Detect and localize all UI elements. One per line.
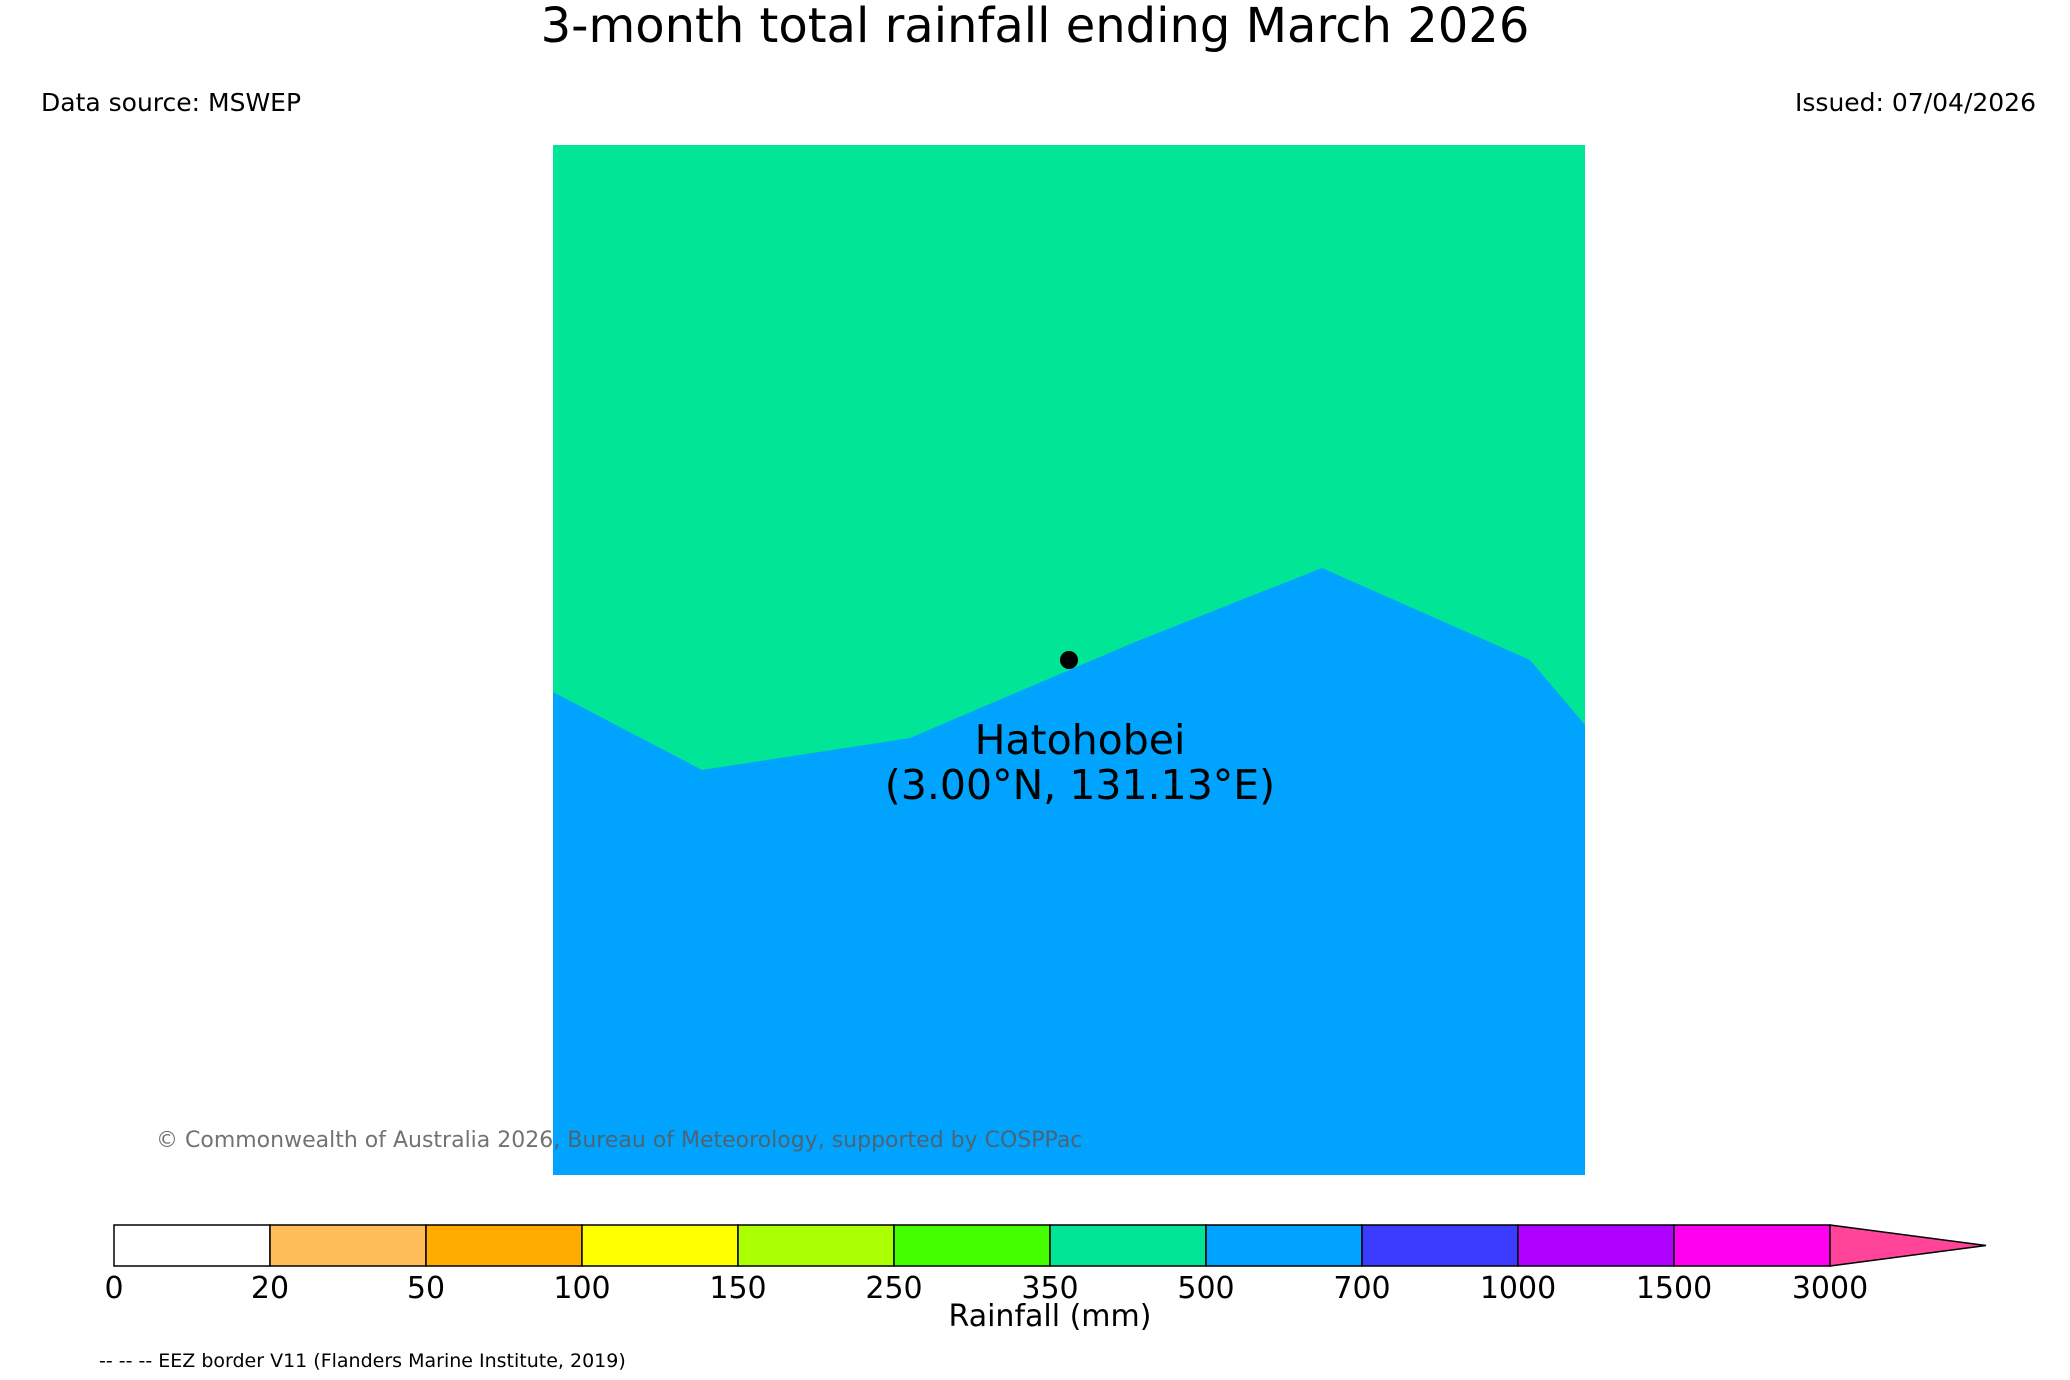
copyright-notice: © Commonwealth of Australia 2026, Bureau… bbox=[156, 1128, 1083, 1153]
eez-border-note: -- -- -- EEZ border V11 (Flanders Marine… bbox=[99, 1350, 626, 1372]
colorbar-segment bbox=[1205, 1224, 1363, 1267]
colorbar-segment bbox=[425, 1224, 583, 1267]
colorbar-tick-label: 0 bbox=[104, 1271, 124, 1306]
colorbar-tick-label: 50 bbox=[406, 1271, 446, 1306]
colorbar-tick-label: 250 bbox=[865, 1271, 923, 1306]
issued-date-label: Issued: 07/04/2026 bbox=[1795, 88, 2036, 117]
colorbar-segment bbox=[1517, 1224, 1675, 1267]
map-title: 3-month total rainfall ending March 2026 bbox=[540, 0, 1530, 54]
colorbar-tick-label: 20 bbox=[250, 1271, 290, 1306]
colorbar-segment bbox=[893, 1224, 1051, 1267]
colorbar-tick-label: 500 bbox=[1177, 1271, 1235, 1306]
colorbar-tick-label: 1500 bbox=[1635, 1271, 1713, 1306]
colorbar-segment bbox=[113, 1224, 271, 1267]
colorbar-extend-arrow bbox=[1829, 1224, 1987, 1267]
colorbar bbox=[113, 1224, 1987, 1267]
colorbar-segment bbox=[1049, 1224, 1207, 1267]
map-panel bbox=[553, 145, 1585, 1175]
location-dot-icon bbox=[1060, 651, 1078, 669]
colorbar-segment bbox=[1673, 1224, 1831, 1267]
colorbar-tick-label: 1000 bbox=[1479, 1271, 1557, 1306]
colorbar-tick-label: 3000 bbox=[1791, 1271, 1869, 1306]
colorbar-segment bbox=[1361, 1224, 1519, 1267]
colorbar-segment bbox=[737, 1224, 895, 1267]
colorbar-segment bbox=[581, 1224, 739, 1267]
location-label: Hatohobei (3.00°N, 131.13°E) bbox=[780, 718, 1380, 808]
location-name: Hatohobei bbox=[974, 716, 1186, 764]
data-source-label: Data source: MSWEP bbox=[41, 88, 302, 117]
colorbar-tick-label: 350 bbox=[1021, 1271, 1079, 1306]
colorbar-tick-label: 150 bbox=[709, 1271, 767, 1306]
colorbar-tick-label: 700 bbox=[1333, 1271, 1391, 1306]
location-coordinates: (3.00°N, 131.13°E) bbox=[884, 761, 1276, 809]
colorbar-tick-label: 100 bbox=[553, 1271, 611, 1306]
colorbar-segment bbox=[269, 1224, 427, 1267]
colorbar-label: Rainfall (mm) bbox=[948, 1299, 1152, 1334]
rainfall-region-500-700 bbox=[553, 568, 1585, 1175]
